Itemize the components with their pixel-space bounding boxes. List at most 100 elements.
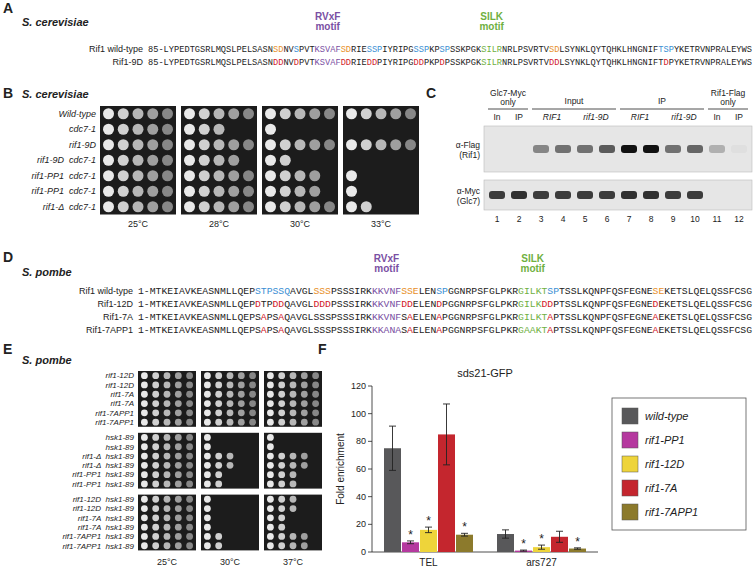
sequence-segment: TP bbox=[261, 299, 273, 310]
colony-spot bbox=[405, 108, 416, 119]
colony-spot bbox=[133, 108, 144, 119]
colony-spot bbox=[278, 382, 285, 389]
significance-mark: * bbox=[462, 520, 467, 534]
colony-spot bbox=[186, 505, 193, 512]
strain-label: rif1-9D cdc7-1 bbox=[37, 155, 96, 165]
sequence-segment: SP bbox=[436, 286, 448, 297]
sequence-segment: PVT bbox=[299, 45, 315, 55]
strain-label: rif1-7A bbox=[110, 399, 134, 408]
blot-label: (Glc7) bbox=[457, 196, 480, 206]
colony-spot bbox=[238, 382, 245, 389]
sequence-segment: PS bbox=[267, 325, 279, 336]
colony-spot bbox=[133, 155, 144, 166]
band bbox=[533, 145, 549, 153]
colony-spot bbox=[186, 471, 193, 478]
sequence-segment: DD bbox=[414, 58, 424, 68]
legend-label: rif1-PP1 bbox=[645, 434, 685, 446]
colony-spot bbox=[204, 462, 211, 469]
colony-spot bbox=[215, 453, 222, 460]
sequence-segment: KSVAF bbox=[315, 58, 341, 68]
colony-spot bbox=[267, 409, 274, 416]
colony-spot bbox=[175, 391, 182, 398]
sequence-name: Rif1-7APP1 bbox=[86, 325, 133, 335]
colony-spot bbox=[175, 443, 182, 450]
colony-spot bbox=[162, 201, 173, 212]
colony-spot bbox=[118, 139, 129, 150]
motif-label: motif bbox=[315, 21, 340, 32]
colony-spot bbox=[186, 382, 193, 389]
colony-spot bbox=[152, 382, 159, 389]
lane-number: 11 bbox=[713, 214, 722, 224]
colony-spot bbox=[175, 400, 182, 407]
colony-spot bbox=[141, 471, 148, 478]
colony-spot bbox=[295, 108, 306, 119]
colony-spot bbox=[186, 443, 193, 450]
colony-spot bbox=[152, 391, 159, 398]
plate bbox=[264, 371, 322, 427]
legend-swatch bbox=[622, 432, 638, 448]
tick bbox=[368, 496, 372, 497]
colony-spot bbox=[265, 186, 276, 197]
sequence-name: Rif1 wild-type bbox=[89, 44, 143, 54]
colony-spot bbox=[309, 108, 320, 119]
colony-spot bbox=[267, 542, 274, 549]
colony-spot bbox=[175, 382, 182, 389]
sequence-segment: STPSSQ bbox=[255, 286, 290, 297]
tick-label: 100 bbox=[351, 409, 366, 419]
colony-spot bbox=[152, 453, 159, 460]
band bbox=[709, 145, 725, 153]
colony-spot bbox=[278, 542, 285, 549]
colony-spot bbox=[164, 400, 171, 407]
lane-number: 1 bbox=[495, 214, 500, 224]
colony-spot bbox=[204, 443, 211, 450]
colony-spot bbox=[243, 139, 254, 150]
colony-spot bbox=[267, 434, 274, 441]
colony-spot bbox=[162, 108, 173, 119]
colony-spot bbox=[175, 533, 182, 540]
legend-swatch bbox=[622, 456, 638, 472]
colony-spot bbox=[141, 391, 148, 398]
colony-spot bbox=[175, 409, 182, 416]
tick-label: 80 bbox=[356, 436, 366, 446]
legend-swatch bbox=[622, 480, 638, 496]
sequence-segment: EKETSLQELQSSFCSG bbox=[658, 299, 752, 310]
colony-spot bbox=[164, 533, 171, 540]
plate bbox=[138, 433, 196, 489]
colony-spot bbox=[175, 514, 182, 521]
colony-spot bbox=[214, 170, 225, 181]
colony-spot bbox=[141, 409, 148, 416]
colony-spot bbox=[103, 170, 114, 181]
colony-spot bbox=[267, 481, 274, 488]
sequence-segment: DD bbox=[549, 58, 559, 68]
sequence-segment: GGNRPSFGLPKR bbox=[448, 286, 518, 297]
group-rule bbox=[620, 109, 704, 110]
lane-number: 6 bbox=[605, 214, 610, 224]
colony-spot bbox=[267, 533, 274, 540]
colony-spot bbox=[267, 400, 274, 407]
colony-spot bbox=[227, 462, 234, 469]
colony-spot bbox=[214, 108, 225, 119]
colony-spot bbox=[199, 170, 210, 181]
colony-spot bbox=[228, 139, 239, 150]
colony-spot bbox=[141, 419, 148, 426]
blot-label: α-Flag bbox=[456, 140, 481, 150]
strain-label: Wild-type bbox=[59, 109, 96, 119]
colony-spot bbox=[215, 533, 222, 540]
colony-spot bbox=[390, 108, 401, 119]
colony-spot bbox=[133, 170, 144, 181]
band bbox=[599, 191, 615, 199]
colony-spot bbox=[278, 453, 285, 460]
error-cap bbox=[502, 538, 509, 539]
colony-spot bbox=[186, 409, 193, 416]
plate bbox=[100, 106, 176, 215]
colony-spot bbox=[243, 186, 254, 197]
colony-spot bbox=[186, 524, 193, 531]
sequence-segment: 85-LYPEDTGSRLMQSLPELSASN bbox=[148, 45, 273, 55]
colony-spot bbox=[184, 139, 195, 150]
tick bbox=[368, 386, 372, 387]
lane-number: 7 bbox=[627, 214, 632, 224]
error-cap bbox=[574, 549, 581, 550]
sequence-segment: 1-MTKEIAVKEASNMLLQEP bbox=[138, 299, 255, 310]
colony-spot bbox=[175, 524, 182, 531]
colony-spot bbox=[324, 108, 335, 119]
